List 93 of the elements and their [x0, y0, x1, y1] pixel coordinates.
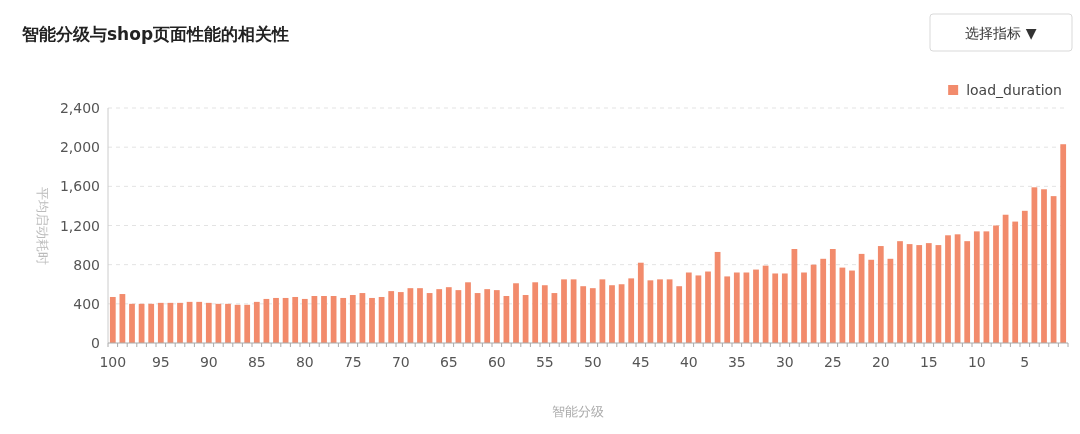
- x-tick-label: 100: [99, 354, 127, 370]
- x-tick-label: 20: [871, 354, 890, 370]
- bar: [292, 296, 299, 343]
- bar: [877, 246, 884, 343]
- x-tick-label: 80: [295, 354, 314, 370]
- bar: [637, 262, 644, 343]
- bar: [253, 301, 260, 343]
- bar: [340, 297, 347, 343]
- y-axis-title: 平均启动耗时: [35, 186, 50, 265]
- bar: [177, 302, 183, 343]
- x-tick-label: 95: [151, 354, 170, 370]
- bar: [561, 279, 567, 343]
- bar: [772, 273, 779, 343]
- bar: [1021, 210, 1028, 343]
- bar: [109, 296, 116, 343]
- bar: [205, 302, 212, 343]
- bar: [868, 259, 875, 343]
- bar: [369, 297, 375, 343]
- bar: [157, 302, 164, 343]
- bar: [829, 249, 836, 343]
- y-tick-label: 0: [91, 335, 100, 351]
- bar: [532, 282, 539, 343]
- bar: [580, 286, 587, 343]
- bar: [724, 276, 731, 343]
- bar: [1012, 221, 1019, 343]
- x-tick-label: 90: [199, 354, 218, 370]
- x-tick-label: 45: [631, 354, 650, 370]
- x-tick-label: 30: [775, 354, 794, 370]
- x-tick-label: 50: [583, 354, 602, 370]
- bar: [493, 290, 500, 343]
- bar: [628, 278, 635, 343]
- bar: [148, 303, 155, 343]
- x-axis-title: 智能分级: [552, 404, 604, 419]
- y-tick-label: 2,400: [59, 100, 100, 116]
- bar: [388, 291, 395, 343]
- bar: [676, 286, 683, 343]
- bar: [685, 272, 692, 343]
- bar: [445, 287, 452, 343]
- bar: [273, 297, 279, 343]
- bar: [513, 283, 519, 343]
- y-tick-label: 2,000: [59, 139, 100, 156]
- bar: [993, 225, 999, 343]
- bar: [925, 243, 932, 343]
- legend-label: load_duration: [966, 82, 1062, 98]
- bar: [801, 272, 807, 343]
- bar: [417, 288, 423, 343]
- bar: [897, 241, 903, 343]
- x-tick-label: 65: [439, 354, 458, 370]
- x-tick-label: 75: [343, 354, 362, 370]
- bar: [973, 231, 980, 343]
- dropdown: 选择指标 ▼: [929, 13, 1073, 52]
- x-tick-label: 60: [487, 354, 506, 370]
- x-tick-label: 25: [823, 354, 842, 370]
- y-tick-label: 1,200: [59, 217, 100, 234]
- bar: [657, 279, 663, 343]
- bar: [129, 303, 135, 343]
- bar: [945, 235, 951, 343]
- x-tick-label: 5: [1020, 354, 1030, 370]
- x-tick-label: 70: [391, 354, 410, 370]
- bar: [349, 295, 356, 343]
- x-tick-label: 10: [967, 354, 986, 370]
- x-tick-label: 35: [727, 354, 746, 370]
- bar: [1041, 189, 1047, 343]
- bar: [397, 292, 404, 343]
- chart-title: 智能分级与shop页面性能的相关性: [21, 24, 290, 44]
- x-tick-label: 85: [247, 354, 266, 370]
- bar: [244, 304, 251, 343]
- bar: [609, 285, 615, 343]
- x-tick-label: 40: [679, 354, 698, 370]
- bar: [705, 271, 711, 343]
- bar: [1060, 144, 1067, 343]
- bar: [964, 241, 971, 343]
- y-tick-label: 800: [73, 256, 100, 273]
- bar: [589, 288, 596, 343]
- bar: [301, 298, 308, 343]
- bar: [733, 272, 740, 343]
- bar: [321, 296, 327, 343]
- bar: [465, 282, 471, 343]
- bar: [484, 289, 491, 343]
- bar: [753, 269, 759, 343]
- bar: [849, 270, 855, 343]
- bar: [436, 289, 443, 343]
- bar: [225, 303, 231, 343]
- bar: [541, 285, 548, 343]
- y-tick-label: 1,600: [59, 178, 100, 195]
- bar: [196, 301, 203, 343]
- bar: [820, 258, 827, 343]
- bar: [916, 245, 923, 343]
- y-tick-label: 400: [73, 295, 100, 312]
- x-tick-label: 15: [919, 354, 938, 370]
- x-tick-label: 55: [535, 354, 554, 370]
- bar: [781, 273, 788, 343]
- legend-item: load_duration: [948, 82, 1062, 98]
